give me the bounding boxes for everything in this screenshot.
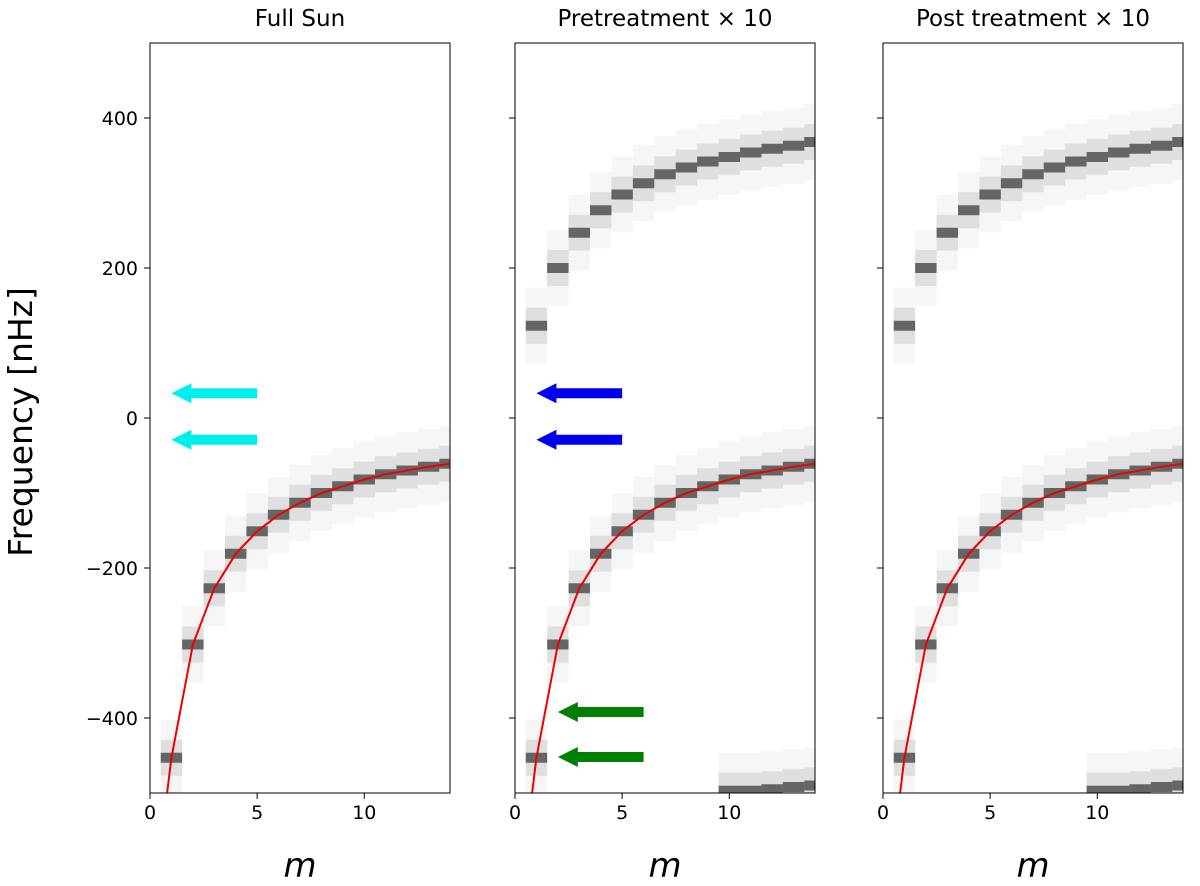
ridge-peak <box>1043 162 1066 173</box>
ridge-peak <box>761 143 783 154</box>
ridge-peak <box>1108 147 1130 158</box>
ridge-peak <box>740 147 762 158</box>
x-tick-label: 0 <box>509 802 521 824</box>
y-tick-label: −400 <box>86 708 138 730</box>
plot-background <box>515 43 815 793</box>
ridge-glow <box>804 767 815 793</box>
ridge-peak <box>697 156 719 167</box>
ridge-peak <box>718 152 740 162</box>
x-tick-label: 5 <box>984 802 996 824</box>
ridge-peak <box>654 169 676 180</box>
arrow-head <box>171 429 192 450</box>
x-tick-label: 10 <box>352 802 376 824</box>
ridge-peak <box>782 140 805 151</box>
ridge-peak <box>1086 152 1108 162</box>
ridge-peak <box>782 782 805 792</box>
y-tick-label: 400 <box>102 108 138 130</box>
arrow-head <box>557 747 578 767</box>
ridge-peak <box>804 780 815 791</box>
y-tick-label: 200 <box>102 258 138 280</box>
ridge-peak <box>568 227 590 238</box>
panel-title: Full Sun <box>255 6 345 32</box>
ridge-peak <box>1150 140 1173 151</box>
panel-2: 0 5 10 Pretreatment × 10 m <box>509 6 816 886</box>
ridge-peak <box>611 189 633 200</box>
ridge-peak <box>1129 143 1151 154</box>
plot-area <box>893 124 1183 793</box>
ridge-peak <box>740 785 762 793</box>
ridge-peak <box>1086 785 1108 793</box>
ridge-glow <box>1172 767 1183 793</box>
ridge-peak <box>1065 156 1087 167</box>
x-tick-label: 5 <box>251 802 263 824</box>
ridge-peak <box>547 263 569 273</box>
panel-title: Post treatment × 10 <box>916 6 1150 32</box>
ridge-peak <box>525 320 548 331</box>
plot-background <box>883 43 1183 793</box>
ridge-peak <box>632 178 655 189</box>
ridge-peak <box>936 227 958 238</box>
arrow-head <box>557 702 578 722</box>
ridge-peak <box>1022 169 1044 180</box>
ridge-peak <box>915 263 937 273</box>
x-axis-label: m <box>1016 846 1049 886</box>
ridge-peak <box>1150 782 1173 792</box>
x-tick-label: 10 <box>1085 802 1109 824</box>
x-tick-label: 0 <box>144 802 156 824</box>
ridge-peak <box>761 784 783 793</box>
ridge-peak <box>958 205 980 216</box>
ridge-peak <box>1108 785 1130 793</box>
ridge-peak <box>1172 137 1183 147</box>
arrow-head <box>536 429 557 450</box>
ridge-peak <box>590 205 612 216</box>
x-axis-label: m <box>283 846 316 886</box>
model-curve <box>531 462 815 793</box>
x-tick-label: 10 <box>717 802 741 824</box>
ridge-peak <box>1172 780 1183 791</box>
y-axis-label: Frequency [nHz] <box>1 287 40 557</box>
plot-background <box>150 43 450 793</box>
ridge-peak <box>893 320 916 331</box>
arrow-head <box>536 383 557 404</box>
panel-title: Pretreatment × 10 <box>557 6 772 32</box>
panel-1: 0 5 10 −400 −200 0 200 400 Full Sun m <box>86 6 451 886</box>
ridge-peak <box>979 189 1001 200</box>
x-tick-label: 0 <box>877 802 889 824</box>
ridge-peak <box>1129 784 1151 793</box>
y-tick-label: −200 <box>86 558 138 580</box>
model-curve <box>166 462 450 793</box>
ridge-peak <box>718 785 740 793</box>
plot-area <box>525 124 815 793</box>
plot-area <box>160 445 450 793</box>
x-tick-label: 5 <box>616 802 628 824</box>
ridge-peak <box>675 162 698 173</box>
ridge-peak <box>804 137 815 147</box>
ridge-peak <box>1000 178 1023 189</box>
model-curve <box>899 462 1183 793</box>
y-tick-label: 0 <box>126 408 138 430</box>
arrow-head <box>171 383 192 404</box>
panels-layer: 0 5 10 −400 −200 0 200 400 Full Sun m 0 5 10 Pretreat… <box>86 6 1184 886</box>
panel-3: 0 5 10 Post treatment × 10 m <box>877 6 1184 886</box>
x-axis-label: m <box>648 846 681 886</box>
